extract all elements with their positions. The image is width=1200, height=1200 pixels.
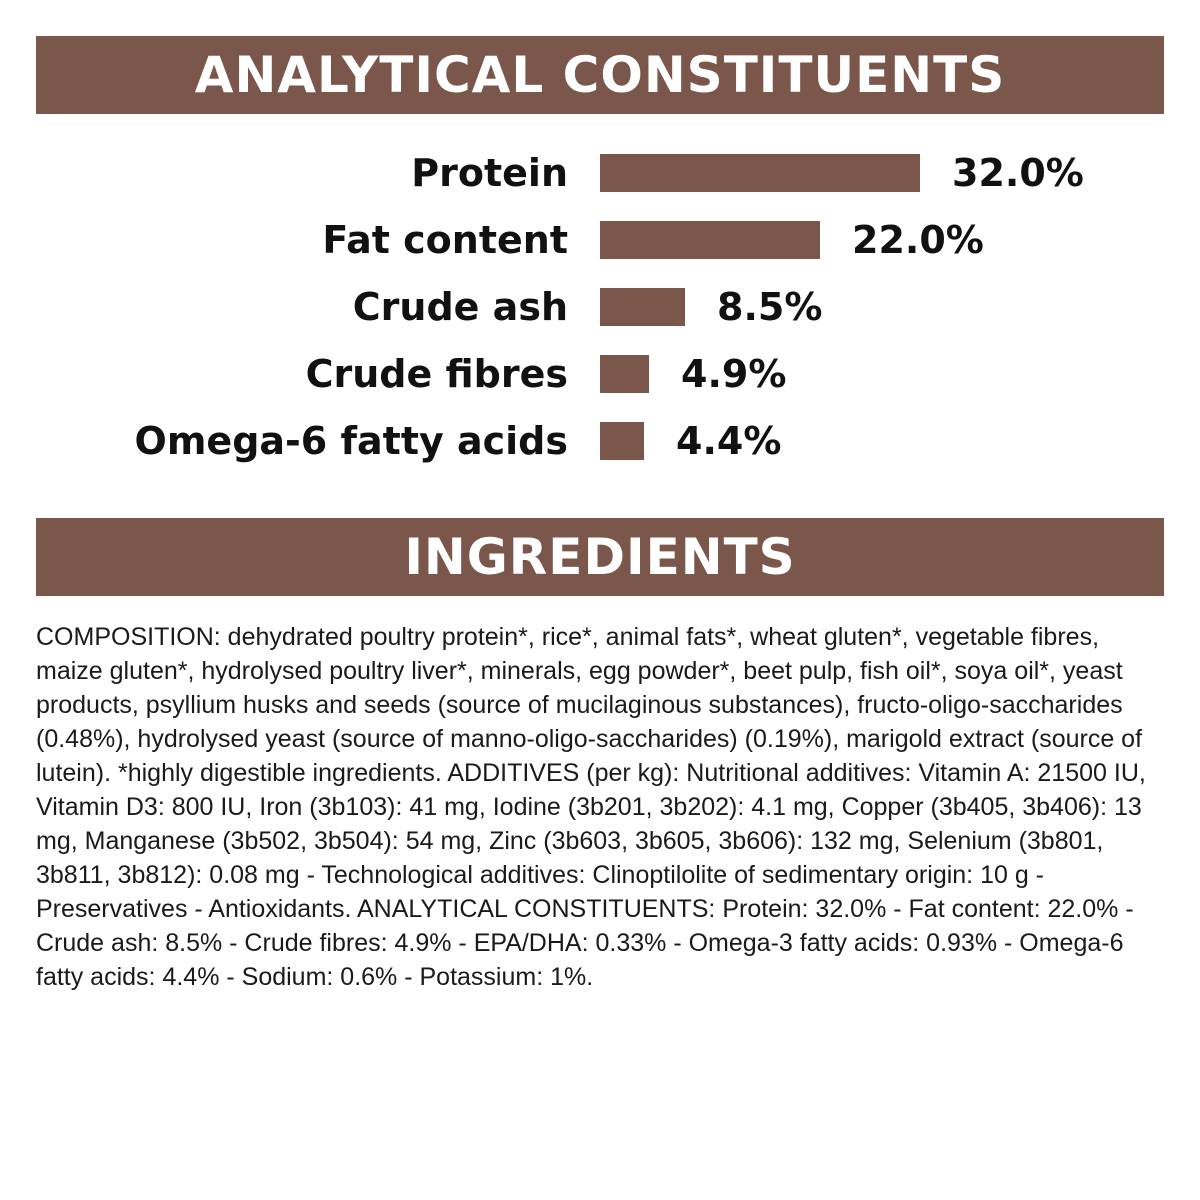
bar (600, 221, 820, 259)
bar (600, 355, 649, 393)
value-label: 8.5% (717, 285, 822, 329)
ingredients-composition-text: COMPOSITION: dehydrated poultry protein*… (36, 623, 1146, 991)
value-label: 4.9% (681, 352, 786, 396)
analytical-constituents-chart: Protein 32.0% Fat content 22.0% Crude ash 8.5… (135, 151, 1084, 463)
ingredients-banner: INGREDIENTS (36, 518, 1164, 596)
category-label: Crude fibres (306, 352, 568, 396)
bar (600, 288, 685, 326)
category-label: Crude ash (353, 285, 568, 329)
analytical-constituents-title: ANALYTICAL CONSTITUENTS (194, 46, 1006, 104)
bar (600, 154, 920, 192)
value-label: 4.4% (676, 419, 781, 463)
category-label: Fat content (322, 218, 568, 262)
category-label: Protein (411, 151, 568, 195)
ingredients-title: INGREDIENTS (404, 528, 796, 586)
category-label: Omega-6 fatty acids (135, 419, 568, 463)
analytical-constituents-banner: ANALYTICAL CONSTITUENTS (36, 36, 1164, 114)
value-label: 22.0% (852, 218, 984, 262)
value-label: 32.0% (952, 151, 1084, 195)
bar (600, 422, 644, 460)
